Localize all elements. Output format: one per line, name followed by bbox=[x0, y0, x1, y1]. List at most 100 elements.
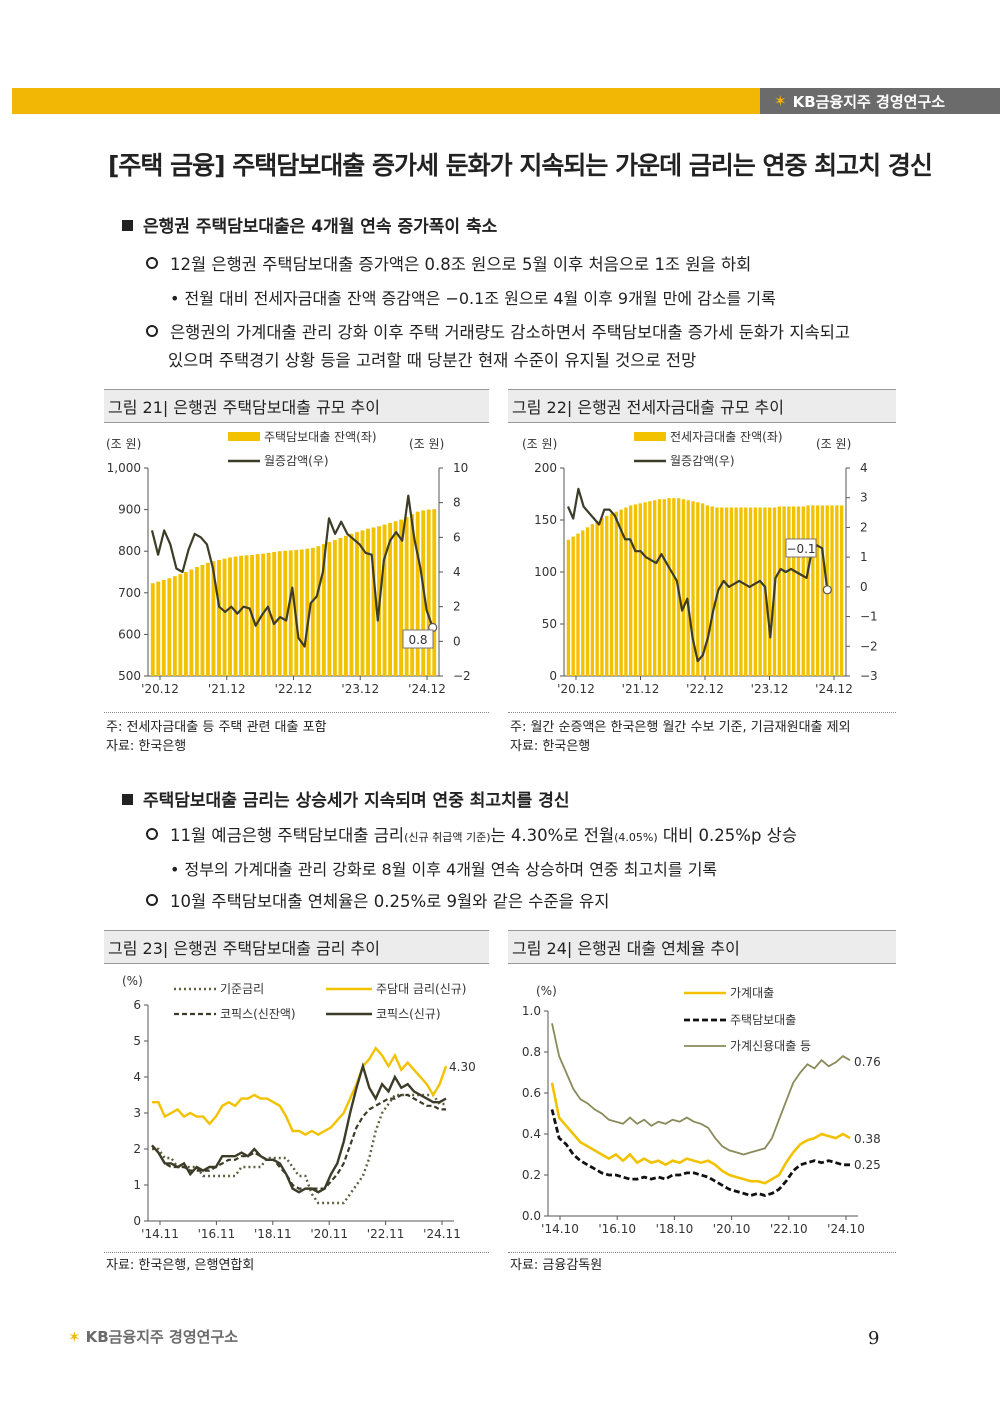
x-tick-label: '20.12 bbox=[557, 682, 595, 696]
bar bbox=[590, 524, 595, 676]
monthly-change-line bbox=[150, 494, 434, 648]
x-tick-label: '23.12 bbox=[751, 682, 789, 696]
fig24-rule bbox=[508, 1252, 896, 1253]
bar bbox=[571, 536, 575, 676]
x-tick-label: '22.12 bbox=[686, 682, 724, 696]
y-right-tick-label: 0 bbox=[453, 634, 461, 648]
series-line bbox=[550, 1082, 851, 1185]
kb-star-icon: ✶ bbox=[774, 92, 787, 110]
monthly-change-line bbox=[566, 487, 829, 663]
bar bbox=[388, 522, 393, 676]
section2-bullet1: 11월 예금은행 주택담보대출 금리(신규 취급액 기준)는 4.30%로 전월… bbox=[146, 822, 797, 846]
annotation-box bbox=[402, 629, 434, 649]
square-bullet-icon bbox=[122, 220, 133, 231]
last-point-marker bbox=[822, 585, 832, 595]
bar bbox=[399, 519, 404, 676]
section1-bullet2-line2: 있으며 주택경기 상황 등을 고려할 때 당분간 현재 수준이 유지될 것으로 … bbox=[168, 351, 697, 370]
x-tick-label: '24.12 bbox=[408, 682, 446, 696]
y-right-tick-label: −2 bbox=[860, 639, 878, 653]
x-tick-label: '22.10 bbox=[770, 1222, 808, 1236]
bar bbox=[585, 527, 590, 676]
fig23-source: 자료: 한국은행, 은행연합회 bbox=[106, 1258, 255, 1273]
y-left-tick-label: 200 bbox=[534, 461, 557, 475]
bar bbox=[305, 548, 310, 676]
x-tick-label: '21.12 bbox=[208, 682, 246, 696]
delinquency-annotation: 0.76 bbox=[854, 1055, 881, 1069]
legend-label: 가계대출 bbox=[730, 986, 774, 1000]
bar bbox=[222, 558, 227, 676]
x-tick-label: '24.11 bbox=[423, 1227, 461, 1241]
bar bbox=[344, 535, 348, 676]
x-tick-label: '14.11 bbox=[141, 1227, 179, 1241]
section2-heading-text: 주택담보대출 금리는 상승세가 지속되며 연중 최고치를 경신 bbox=[143, 791, 570, 811]
y-right-tick-label: 10 bbox=[453, 461, 468, 475]
circle-bullet-icon bbox=[146, 828, 158, 840]
x-tick-label: '18.10 bbox=[656, 1222, 694, 1236]
bar bbox=[156, 581, 161, 676]
bar bbox=[206, 562, 210, 676]
bar bbox=[748, 507, 753, 676]
fig21-title: 그림 21| 은행권 주택담보대출 규모 추이 bbox=[104, 389, 489, 423]
legend-line-label: 월증감액(우) bbox=[670, 454, 735, 468]
section2-sub1: • 정부의 가계대출 관리 강화로 8월 이후 4개월 연속 상승하며 연중 최… bbox=[170, 860, 718, 879]
y-left-tick-label: 800 bbox=[118, 544, 141, 558]
legend-line-label: 월증감액(우) bbox=[264, 454, 329, 468]
legend-label: 코픽스(신규) bbox=[376, 1007, 441, 1021]
bar bbox=[801, 506, 805, 676]
circle-bullet-icon bbox=[146, 894, 158, 906]
circle-bullet-icon bbox=[146, 325, 158, 337]
bar bbox=[371, 527, 376, 676]
y-right-unit: (조 원) bbox=[816, 437, 851, 451]
bar bbox=[161, 579, 166, 676]
legend-bar-swatch bbox=[228, 432, 260, 441]
bar bbox=[277, 551, 282, 676]
fig24-title: 그림 24| 은행권 대출 연체율 추이 bbox=[508, 930, 896, 964]
bar bbox=[426, 509, 431, 676]
y-unit: (%) bbox=[122, 974, 143, 988]
bar bbox=[404, 517, 409, 676]
s2b1-c: 는 4.30%로 전월 bbox=[490, 826, 615, 845]
y-left-tick-label: 50 bbox=[542, 617, 557, 631]
bar bbox=[194, 567, 199, 676]
bar bbox=[720, 507, 724, 676]
y-left-tick-label: 500 bbox=[118, 669, 141, 683]
bar bbox=[839, 505, 844, 676]
bar bbox=[410, 514, 415, 676]
bar bbox=[657, 499, 662, 676]
bar bbox=[150, 583, 155, 676]
section2-bullet2: 10월 주택담보대출 연체율은 0.25%로 9월와 같은 수준을 유지 bbox=[146, 888, 609, 912]
series-line bbox=[152, 1046, 448, 1136]
bar bbox=[366, 528, 370, 676]
y-tick-label: 6 bbox=[133, 998, 141, 1012]
y-right-tick-label: −2 bbox=[453, 669, 471, 683]
x-tick-label: '16.11 bbox=[198, 1227, 236, 1241]
bar bbox=[255, 554, 260, 676]
bar bbox=[338, 537, 343, 676]
section1-bullet2: 은행권의 가계대출 관리 강화 이후 주택 거래량도 감소하면서 주택담보대출 … bbox=[146, 319, 850, 343]
legend-bar-swatch bbox=[634, 432, 666, 441]
bar bbox=[415, 511, 420, 676]
bar bbox=[382, 524, 387, 676]
section2-bullet2-text: 10월 주택담보대출 연체율은 0.25%로 9월와 같은 수준을 유지 bbox=[170, 892, 610, 911]
y-tick-label: 0 bbox=[133, 1214, 141, 1228]
fig21-chart: 1,000 900 800 700 600 500 10 8 6 4 2 0 −2 '20.12 '21.1… bbox=[106, 430, 471, 696]
bar bbox=[744, 507, 748, 676]
y-tick-label: 1 bbox=[133, 1178, 141, 1192]
y-right-tick-label: 0 bbox=[860, 580, 868, 594]
bar bbox=[299, 549, 304, 676]
bar bbox=[619, 509, 623, 676]
bar bbox=[614, 511, 619, 676]
bar bbox=[729, 507, 734, 676]
bar bbox=[830, 505, 834, 676]
fig21-source: 자료: 한국은행 bbox=[106, 739, 187, 754]
bar bbox=[643, 502, 647, 676]
x-tick-label: '18.11 bbox=[254, 1227, 292, 1241]
bar bbox=[667, 498, 671, 676]
rate-annotation: 4.30 bbox=[449, 1060, 476, 1074]
series-line bbox=[551, 1023, 851, 1156]
annotation-label: −0.1 bbox=[786, 542, 815, 556]
fig23-chart: 6 5 4 3 2 1 0'14.11 '16.11 '18.11 '20.11 '22.11 '24… bbox=[122, 974, 476, 1241]
annotation-box bbox=[785, 538, 817, 558]
y-right-unit: (조 원) bbox=[409, 437, 444, 451]
y-tick-label: 0.8 bbox=[522, 1045, 541, 1059]
